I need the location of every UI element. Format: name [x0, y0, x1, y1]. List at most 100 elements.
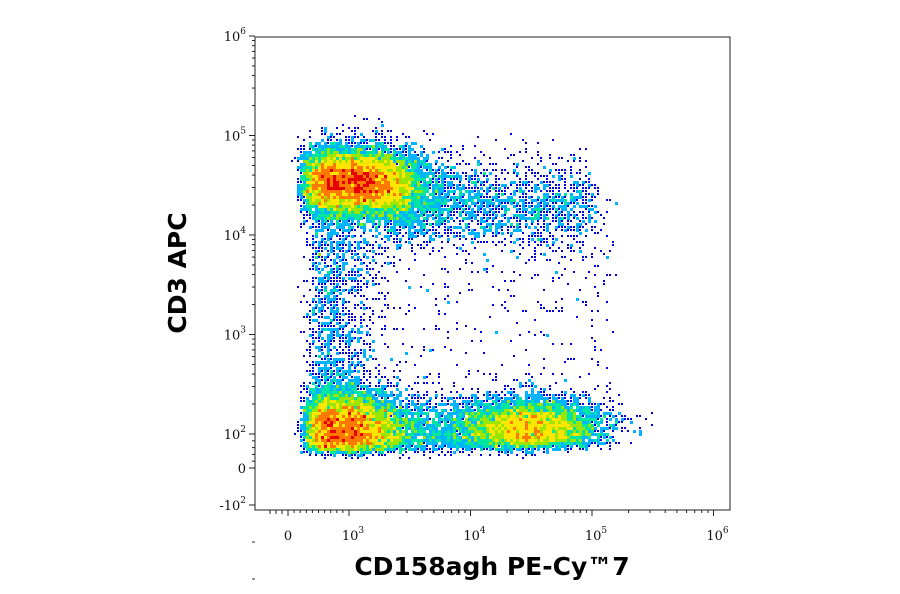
event-dot [333, 136, 335, 138]
event-dot [330, 160, 333, 163]
event-dot [459, 433, 461, 435]
event-dot [519, 385, 522, 388]
event-dot [387, 424, 390, 427]
event-dot [315, 163, 318, 166]
event-dot [528, 190, 530, 192]
event-dot [396, 271, 398, 273]
event-dot [345, 157, 348, 160]
event-dot [453, 166, 456, 169]
event-dot [309, 334, 312, 337]
event-dot [483, 196, 485, 198]
event-dot [462, 202, 465, 205]
event-dot [486, 433, 489, 436]
event-dot [318, 175, 321, 178]
event-dot [366, 409, 369, 412]
event-dot [558, 187, 560, 189]
event-dot [417, 181, 420, 184]
event-dot [420, 193, 423, 196]
event-dot [429, 397, 432, 400]
event-dot [300, 427, 303, 430]
event-dot [501, 232, 504, 235]
event-dot [297, 187, 300, 190]
event-dot [477, 388, 479, 390]
event-dot [345, 352, 347, 354]
event-dot [333, 361, 336, 364]
event-dot [468, 223, 470, 225]
event-dot [435, 163, 437, 165]
event-dot [432, 424, 435, 427]
event-dot [447, 184, 450, 187]
event-dot [435, 436, 438, 439]
event-dot [438, 166, 441, 169]
event-dot [456, 433, 459, 436]
event-dot [417, 214, 420, 217]
event-dot [408, 214, 411, 217]
event-dot [471, 187, 473, 189]
event-dot [357, 388, 359, 390]
event-dot [531, 403, 534, 406]
event-dot [321, 145, 324, 148]
event-dot [354, 289, 357, 292]
event-dot [363, 199, 366, 202]
event-dot [471, 169, 473, 171]
event-dot [357, 268, 360, 271]
event-dot [417, 409, 420, 412]
event-dot [339, 199, 342, 202]
event-dot [462, 148, 464, 150]
event-dot [528, 427, 531, 430]
event-dot [537, 211, 540, 214]
event-dot [528, 235, 530, 237]
event-dot [582, 259, 584, 261]
event-dot [435, 424, 438, 427]
event-dot [561, 205, 564, 208]
event-dot [357, 340, 360, 343]
event-dot [486, 268, 488, 270]
event-dot [318, 331, 321, 334]
event-dot [537, 223, 539, 225]
event-dot [336, 373, 339, 376]
event-dot [402, 409, 405, 412]
event-dot [522, 430, 525, 433]
event-dot [444, 256, 446, 258]
event-dot [381, 205, 384, 208]
event-dot [600, 430, 603, 433]
event-dot [537, 433, 540, 436]
event-dot [417, 403, 419, 405]
event-dot [384, 202, 387, 205]
event-dot [411, 154, 414, 157]
event-dot [378, 388, 381, 391]
event-dot [459, 193, 462, 196]
event-dot [429, 436, 432, 439]
event-dot [390, 178, 393, 181]
event-dot [324, 205, 327, 208]
event-dot [480, 418, 483, 421]
event-dot [321, 235, 323, 237]
event-dot [387, 280, 389, 282]
event-dot [390, 136, 392, 138]
event-dot [489, 421, 492, 424]
event-dot [381, 391, 384, 394]
event-dot [324, 289, 327, 292]
event-dot [384, 226, 386, 228]
event-dot [312, 196, 315, 199]
event-dot [426, 433, 429, 436]
event-dot [327, 172, 330, 175]
event-dot [324, 430, 327, 433]
event-dot [324, 226, 327, 229]
event-dot [552, 139, 554, 141]
event-dot [300, 436, 302, 438]
event-dot [639, 430, 642, 433]
event-dot [393, 412, 396, 415]
event-dot [315, 235, 318, 238]
event-dot [474, 421, 477, 424]
event-dot [393, 214, 396, 217]
event-dot [546, 397, 549, 400]
event-dot [579, 172, 581, 174]
event-dot [303, 316, 305, 318]
event-dot [483, 205, 485, 207]
event-dot [342, 436, 345, 439]
event-dot [627, 418, 629, 420]
event-dot [474, 169, 477, 172]
event-dot [576, 406, 579, 409]
event-dot [474, 181, 477, 184]
